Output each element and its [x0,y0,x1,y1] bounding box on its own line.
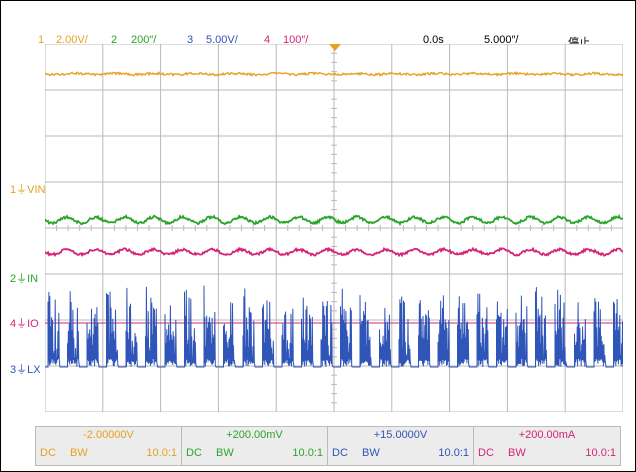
waveform-screen[interactable] [45,44,623,412]
ch4-ground-marker[interactable]: 4⏚IO [10,315,50,331]
ch1-ground-marker[interactable]: 1⏚VIN [10,181,50,197]
ch3-marker-label: LX [27,364,40,376]
ch2-status[interactable]: +200.00mV DC BW 10.0:1 [182,427,328,465]
ch3-status[interactable]: +15.0000V DC BW 10.0:1 [328,427,474,465]
ch4-probe: 10.0:1 [585,447,616,459]
ch3-bandwidth: BW [362,447,380,459]
ch4-status[interactable]: +200.00mA DC BW 10.0:1 [474,427,620,465]
ch4-bandwidth: BW [508,447,526,459]
ground-icon: ⏚ [16,364,27,376]
ground-icon: ⏚ [16,184,27,196]
ch4-marker-label: IO [27,318,39,330]
channel-status-bar: -2.00000V DC BW 10.0:1 +200.00mV DC BW 1… [35,426,621,466]
ch2-bandwidth: BW [216,447,234,459]
ground-icon: ⏚ [16,318,27,330]
ch4-offset: +200.00mA [474,429,620,441]
ch3-probe: 10.0:1 [438,447,469,459]
ch1-probe: 10.0:1 [146,447,177,459]
ch1-bandwidth: BW [70,447,88,459]
ch3-offset: +15.0000V [328,429,473,441]
ch1-number[interactable]: 1 [38,34,44,46]
ground-icon: ⏚ [16,273,27,285]
ch3-ground-marker[interactable]: 3⏚LX [10,361,50,377]
ch2-marker-label: IN [27,273,38,285]
ch2-offset: +200.00mV [182,429,327,441]
ch4-coupling: DC [478,447,494,459]
ch1-status[interactable]: -2.00000V DC BW 10.0:1 [36,427,182,465]
ch2-ground-marker[interactable]: 2⏚IN [10,270,50,286]
ch2-coupling: DC [186,447,202,459]
ch3-coupling: DC [332,447,348,459]
ch2-probe: 10.0:1 [292,447,323,459]
ch1-marker-label: VIN [27,184,45,196]
ch1-coupling: DC [40,447,56,459]
ch1-offset: -2.00000V [36,429,181,441]
